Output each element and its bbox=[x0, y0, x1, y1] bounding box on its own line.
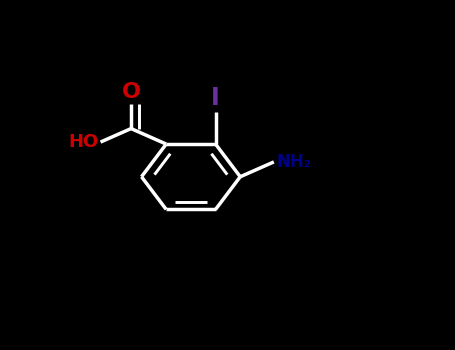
Text: NH₂: NH₂ bbox=[277, 153, 312, 171]
Text: HO: HO bbox=[69, 133, 99, 151]
Text: O: O bbox=[121, 82, 141, 102]
Text: I: I bbox=[211, 86, 220, 110]
